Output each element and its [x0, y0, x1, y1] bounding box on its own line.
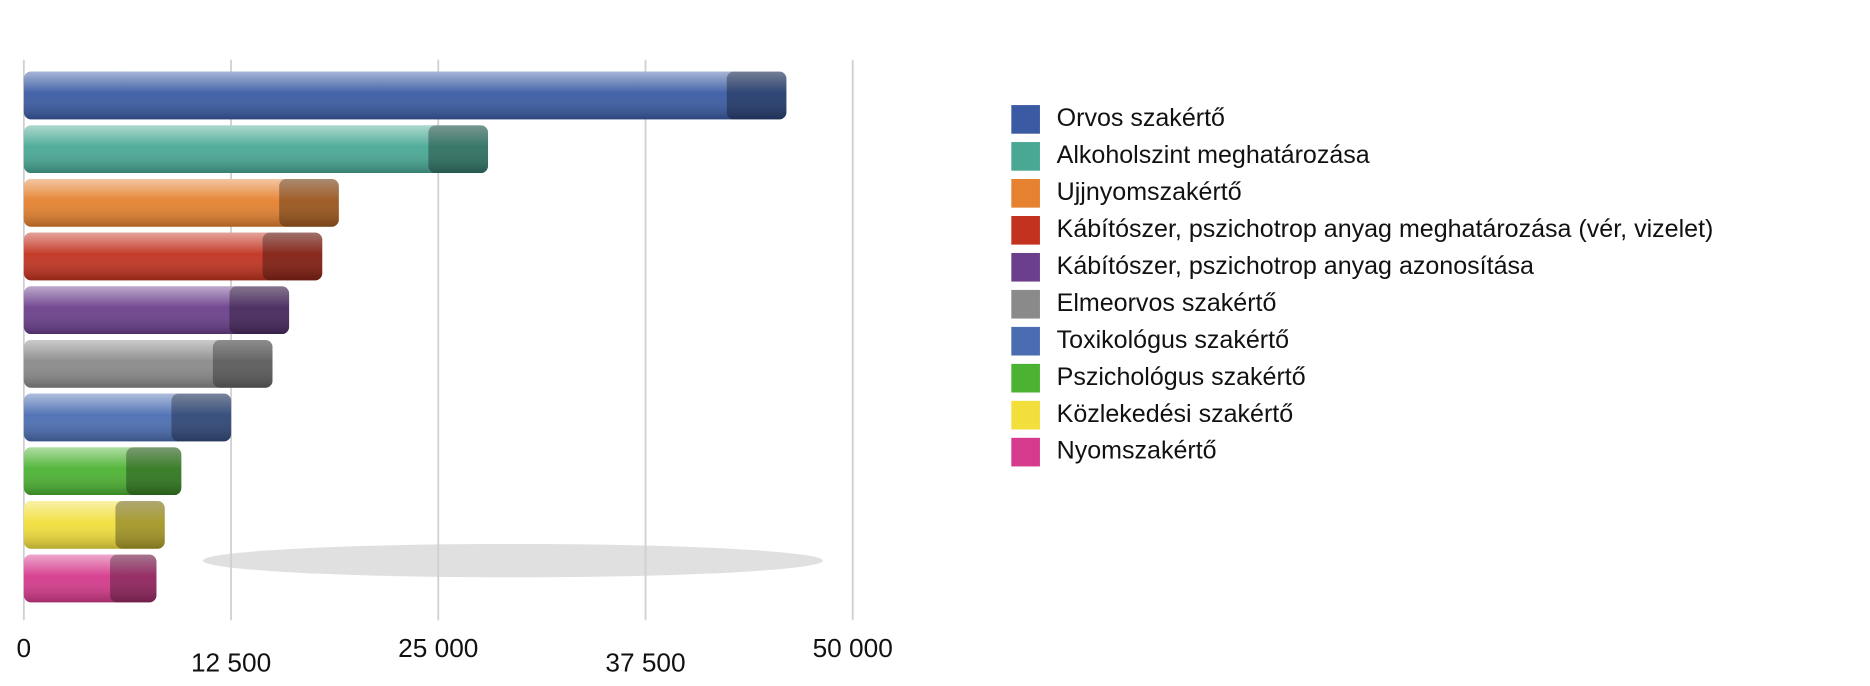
bar-shine [23, 286, 290, 335]
legend-swatch [1011, 326, 1040, 356]
bar-end [171, 393, 232, 442]
bar-shine [23, 232, 323, 281]
legend-label: Közlekedési szakértő [1057, 400, 1294, 428]
x-tick-label: 0 [17, 633, 32, 663]
legend-label: Nyomszakértő [1057, 437, 1217, 465]
bar-shine [23, 554, 157, 603]
bar-shine [23, 447, 182, 496]
x-tick-label: 25 000 [398, 633, 478, 663]
x-tick-label: 50 000 [813, 633, 893, 663]
bar-end [428, 125, 489, 174]
legend-swatch [1011, 437, 1040, 467]
bar-end [229, 286, 290, 335]
bar-end [110, 554, 157, 603]
legend-swatch [1011, 215, 1040, 245]
bar-end [262, 232, 323, 281]
legend-swatch [1011, 363, 1040, 393]
x-tick-label: 12 500 [191, 647, 271, 677]
legend-label: Orvos szakértő [1057, 104, 1225, 132]
bar-end [212, 340, 273, 388]
legend-label: Pszichológus szakértő [1057, 363, 1306, 391]
legend-swatch [1011, 400, 1040, 430]
legend-swatch [1011, 289, 1040, 319]
legend-label: Kábítószer, pszichotrop anyag meghatároz… [1057, 215, 1714, 243]
bar-end [726, 71, 787, 120]
legend-label: Alkoholszint meghatározása [1057, 141, 1370, 169]
legend-label: Elmeorvos szakértő [1057, 289, 1277, 317]
bar-shine [23, 179, 339, 227]
legend-label: Kábítószer, pszichotrop anyag azonosítás… [1057, 252, 1534, 280]
legend-label: Toxikológus szakértő [1057, 326, 1289, 354]
bar-shine [23, 501, 165, 549]
bar-end [126, 447, 182, 496]
x-tick-label: 37 500 [605, 647, 685, 677]
bar-end [279, 179, 339, 227]
bar-shine [23, 393, 232, 442]
shadow [202, 543, 823, 578]
legend-label: Ujjnyomszakértő [1057, 178, 1242, 206]
legend-swatch [1011, 179, 1040, 208]
bar-shine [23, 125, 489, 174]
legend-swatch [1011, 252, 1040, 282]
bar-end [115, 501, 165, 549]
bar-shine [23, 71, 787, 120]
legend-swatch [1011, 105, 1040, 134]
bar-shine [23, 340, 273, 388]
legend-swatch [1011, 142, 1040, 171]
